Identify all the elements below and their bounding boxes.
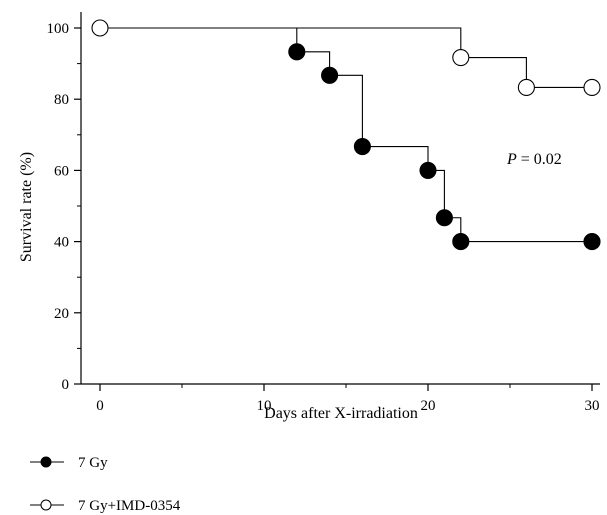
- point-7gy-22: [452, 233, 470, 251]
- legend-marker-7gy-imd0354: [40, 499, 52, 511]
- p-value-symbol: P: [506, 151, 517, 168]
- y-tick-label-80: 80: [54, 92, 69, 108]
- legend-item-7gy: 7 Gy: [30, 455, 108, 471]
- curves: [100, 27, 592, 243]
- x-tick-label-0: 0: [96, 398, 104, 414]
- y-tick-label-20: 20: [54, 306, 69, 322]
- legend-marker-7gy: [40, 456, 52, 468]
- y-tick-label-60: 60: [54, 163, 69, 179]
- point-7gy-imd0354-22: [452, 48, 470, 67]
- markers: [91, 19, 601, 251]
- ticks: 0 10 20 30 0 20 40 60 80 100: [47, 21, 600, 414]
- y-tick-label-40: 40: [54, 235, 69, 251]
- series-line-7gy: [100, 27, 592, 243]
- point-7gy-12: [288, 43, 306, 61]
- legend-label-7gy: 7 Gy: [78, 455, 108, 471]
- x-tick-label-20: 20: [421, 398, 436, 414]
- series-line-7gy-imd0354: [100, 27, 592, 89]
- axes: [80, 12, 600, 385]
- point-7gy-20: [419, 161, 437, 179]
- legend-item-7gy-imd0354: 7 Gy+IMD-0354: [30, 498, 181, 514]
- p-value-annotation: P = 0.02: [506, 151, 562, 168]
- point-7gy-30: [583, 233, 601, 251]
- y-tick-label-0: 0: [62, 377, 70, 393]
- point-7gy-16: [353, 137, 371, 156]
- p-value-text: = 0.02: [517, 151, 562, 168]
- x-axis-label: Days after X-irradiation: [264, 405, 418, 422]
- x-tick-label-30: 30: [585, 398, 600, 414]
- point-7gy-imd0354-0: [91, 19, 109, 37]
- point-7gy-14: [321, 66, 339, 84]
- legend: 7 Gy 7 Gy+IMD-0354: [30, 455, 181, 514]
- point-7gy-imd0354-30: [583, 78, 601, 97]
- x-tick-label-10: 10: [257, 398, 272, 414]
- y-tick-label-100: 100: [47, 21, 70, 37]
- legend-label-7gy-imd0354: 7 Gy+IMD-0354: [78, 498, 181, 514]
- y-axis-label: Survival rate (%): [18, 152, 35, 262]
- point-7gy-21: [435, 209, 453, 227]
- point-7gy-imd0354-26: [517, 78, 535, 97]
